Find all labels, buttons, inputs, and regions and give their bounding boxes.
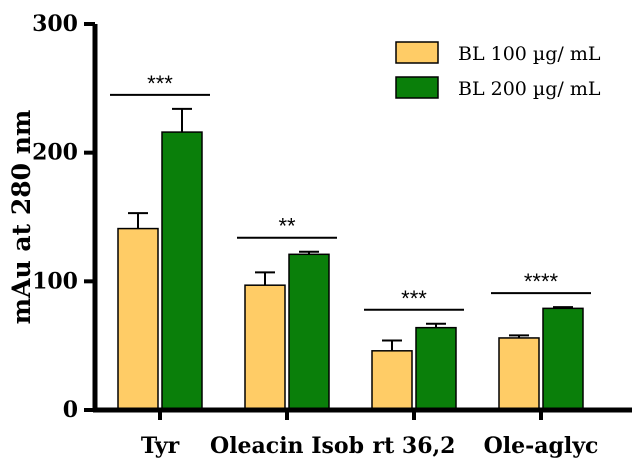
legend-swatch-1 xyxy=(395,41,439,64)
bar-2-4 xyxy=(542,307,584,411)
significance-label: *** xyxy=(147,71,173,96)
bars-layer: ************ xyxy=(110,71,591,411)
significance-label: **** xyxy=(524,269,559,294)
category-label: Tyr xyxy=(141,433,180,459)
significance-label: *** xyxy=(401,286,427,311)
bar-1-1 xyxy=(117,227,159,411)
category-label: Oleacin Isob xyxy=(210,433,364,459)
ticks-layer: 0 100 200 300 Tyr Oleacin Isob rt 36,2 Ole-agly… xyxy=(32,11,598,459)
y-tick-label: 300 xyxy=(32,11,78,37)
bar-2-2 xyxy=(288,253,330,411)
y-tick-label: 0 xyxy=(63,397,78,423)
legend-label-1: BL 100 µg/ mL xyxy=(458,43,601,65)
y-tick-label: 200 xyxy=(32,140,78,166)
category-label: rt 36,2 xyxy=(373,433,456,459)
bar-1-3 xyxy=(371,350,413,411)
legend-label-2: BL 200 µg/ mL xyxy=(458,78,601,100)
bar-2-1 xyxy=(161,131,203,411)
bar-1-2 xyxy=(244,284,286,411)
bar-2-3 xyxy=(415,326,457,411)
bar-1-4 xyxy=(498,337,540,411)
significance-label: ** xyxy=(278,214,296,239)
category-label: Ole-aglyc xyxy=(484,433,599,459)
y-axis-label: mAu at 280 nm xyxy=(7,110,36,325)
legend-swatch-2 xyxy=(395,76,439,99)
legend: BL 100 µg/ mL BL 200 µg/ mL xyxy=(395,41,601,100)
y-tick-label: 100 xyxy=(32,268,78,294)
